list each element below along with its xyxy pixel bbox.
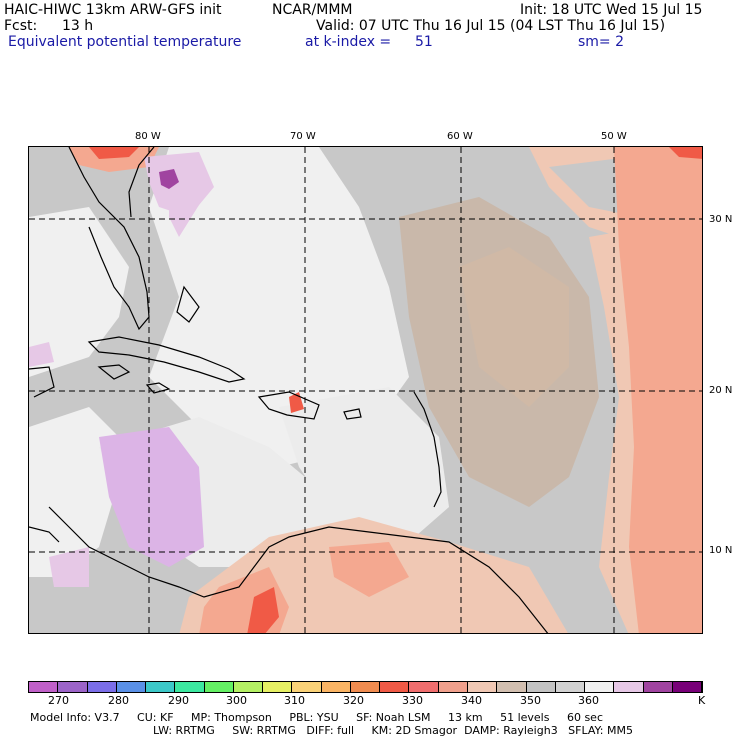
colorbar-cell — [643, 682, 673, 692]
field-region-purple — [159, 169, 179, 189]
smoothing-label: sm= 2 — [578, 34, 625, 50]
field-region-red — [669, 147, 702, 159]
level-label: at k-index = — [305, 34, 392, 50]
colorbar-label: 350 — [520, 694, 541, 707]
colorbar-label: 360 — [578, 694, 599, 707]
lat-label-30n: 30 N — [709, 214, 733, 225]
graticule — [29, 147, 702, 633]
colorbar-cell — [263, 682, 293, 692]
level-value: 51 — [415, 34, 433, 50]
model-info-line1: Model Info: V3.7 CU: KF MP: Thompson PBL… — [30, 711, 603, 724]
coastlines — [29, 147, 549, 633]
colorbar-cell — [614, 682, 644, 692]
colorbar-cell — [350, 682, 381, 692]
model-info-line2: LW: RRTMG SW: RRTMG DIFF: full KM: 2D Sm… — [153, 724, 633, 737]
colorbar-cell — [555, 682, 586, 692]
colorbar-cell — [146, 682, 176, 692]
colorbar-label: 290 — [168, 694, 189, 707]
forecast-hour: 13 h — [62, 18, 94, 34]
colorbar-cell — [175, 682, 205, 692]
field-region-lavender — [169, 177, 204, 237]
colorbar-cell — [58, 682, 88, 692]
colorbar-cell — [233, 682, 264, 692]
colorbar-cell — [29, 682, 59, 692]
colorbar-label: 270 — [48, 694, 69, 707]
lat-label-20n: 20 N — [709, 385, 733, 396]
lon-label-60w: 60 W — [447, 131, 473, 142]
model-title: HAIC-HIWC 13km ARW-GFS init — [4, 2, 222, 18]
theta-e-field — [29, 147, 702, 633]
colorbar-cell — [409, 682, 439, 692]
colorbar-label: 330 — [402, 694, 423, 707]
lon-label-50w: 50 W — [601, 131, 627, 142]
lon-label-80w: 80 W — [135, 131, 161, 142]
lon-label-70w: 70 W — [290, 131, 316, 142]
field-region-red — [89, 147, 139, 159]
colorbar-cell — [116, 682, 147, 692]
colorbar-cell — [467, 682, 498, 692]
colorbar-cell — [672, 682, 703, 692]
colorbar-label: 300 — [226, 694, 247, 707]
field-region-lavender — [49, 547, 89, 587]
colorbar-cell — [292, 682, 322, 692]
colorbar — [28, 681, 703, 693]
lat-label-10n: 10 N — [709, 545, 733, 556]
colorbar-cell — [585, 682, 615, 692]
init-time: Init: 18 UTC Wed 15 Jul 15 — [520, 2, 703, 18]
field-name: Equivalent potential temperature — [8, 34, 242, 50]
field-region-salmon — [614, 147, 702, 633]
field-region-lavender — [99, 427, 204, 567]
field-region-tan — [459, 247, 569, 407]
forecast-label: Fcst: — [4, 18, 38, 34]
colorbar-label: 320 — [343, 694, 364, 707]
colorbar-cell — [438, 682, 468, 692]
field-region-salmon — [69, 147, 159, 172]
colorbar-cell — [321, 682, 351, 692]
field-region-red — [247, 587, 279, 633]
field-region-light — [149, 147, 409, 467]
colorbar-cell — [204, 682, 234, 692]
field-region-light — [279, 387, 449, 542]
org-label: NCAR/MMM — [272, 2, 353, 18]
colorbar-unit: K — [698, 694, 706, 707]
map-panel — [28, 146, 703, 634]
colorbar-cell — [526, 682, 556, 692]
field-region-light — [29, 207, 129, 377]
field-region-lavender — [29, 342, 54, 367]
colorbar-label: 340 — [461, 694, 482, 707]
colorbar-cell — [87, 682, 117, 692]
colorbar-label: 310 — [284, 694, 305, 707]
colorbar-cell — [380, 682, 410, 692]
colorbar-cell — [497, 682, 527, 692]
valid-time: Valid: 07 UTC Thu 16 Jul 15 (04 LST Thu … — [316, 18, 666, 34]
field-region-salmon — [329, 542, 409, 597]
colorbar-label: 280 — [108, 694, 129, 707]
